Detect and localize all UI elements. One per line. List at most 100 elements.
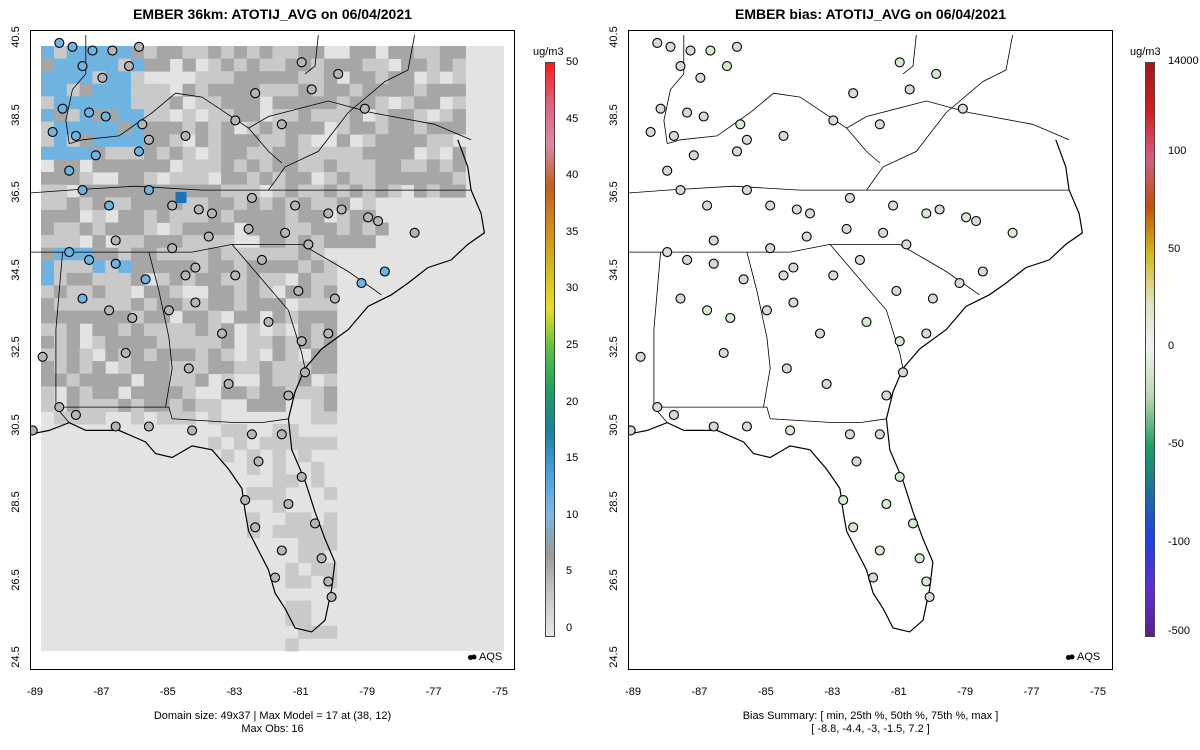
- model-grid-cell: [414, 159, 428, 173]
- model-grid-cell: [221, 298, 235, 312]
- aqs-site-marker: [143, 134, 154, 145]
- model-grid-cell: [79, 386, 93, 400]
- model-grid-cell: [92, 83, 106, 97]
- model-grid-cell: [221, 184, 235, 198]
- aqs-site-marker: [143, 421, 154, 432]
- model-grid-cell: [426, 46, 441, 59]
- bias-site-marker: [725, 312, 736, 324]
- state-boundary: [148, 252, 173, 408]
- model-grid-cell: [259, 436, 273, 450]
- model-grid-cell: [118, 260, 132, 274]
- model-grid-cell: [362, 46, 376, 59]
- model-grid-cell: [53, 58, 68, 72]
- model-grid-cell: [208, 310, 222, 324]
- left-aqs-legend: AQS: [468, 651, 502, 663]
- aqs-site-marker: [87, 45, 98, 56]
- model-grid-cell: [66, 272, 80, 286]
- model-grid-cell: [285, 361, 299, 375]
- left-legend-bar: [545, 62, 555, 637]
- model-grid-cell: [41, 197, 55, 211]
- bias-site-marker: [848, 88, 859, 99]
- model-grid-cell: [285, 373, 299, 387]
- legend-tick-label: -50: [1168, 438, 1184, 450]
- model-grid-cell: [208, 197, 222, 211]
- state-boundary: [268, 69, 409, 191]
- model-grid-cell: [131, 109, 145, 122]
- right-aqs-label: AQS: [1077, 651, 1101, 663]
- model-grid-cell: [285, 600, 299, 614]
- model-grid-cell: [323, 386, 338, 400]
- model-grid-cell: [439, 121, 453, 135]
- model-grid-cell: [311, 197, 325, 211]
- model-grid-cell: [66, 285, 80, 299]
- model-grid-cell: [362, 172, 376, 185]
- bias-site-marker: [735, 119, 746, 130]
- model-grid-cell: [259, 146, 273, 160]
- model-grid-cell: [323, 159, 338, 173]
- legend-tick-label: 0: [566, 622, 573, 634]
- y-tick-label: 36.5: [608, 181, 620, 203]
- right-aqs-legend: AQS: [1066, 651, 1100, 663]
- model-grid-cell: [143, 46, 158, 59]
- model-grid-cell: [79, 272, 93, 286]
- model-grid-cell: [105, 222, 119, 236]
- model-grid-cell: [92, 197, 106, 211]
- model-grid-cell: [169, 348, 183, 362]
- model-grid-cell: [414, 172, 428, 185]
- model-grid-cell: [79, 361, 93, 375]
- model-grid-cell: [401, 71, 415, 85]
- model-grid-cell: [298, 197, 312, 211]
- model-grid-cell: [349, 146, 363, 160]
- left-map-svg: [31, 35, 504, 660]
- model-grid-cell: [336, 96, 351, 110]
- model-grid-cell: [118, 335, 132, 349]
- model-grid-cell: [246, 209, 261, 223]
- model-max-cell: [175, 192, 187, 204]
- state-boundary: [65, 35, 87, 144]
- aqs-site-marker: [77, 61, 88, 72]
- right-footer-line1: Bias Summary: [ min, 25th %, 50th %, 75t…: [742, 710, 999, 722]
- left-footer-line2: Max Obs: 16: [241, 723, 304, 735]
- model-grid-cell: [426, 159, 441, 173]
- model-grid-cell: [53, 209, 68, 223]
- model-grid-cell: [195, 272, 209, 286]
- model-grid-cell: [221, 46, 235, 59]
- aqs-site-marker: [110, 235, 121, 246]
- model-grid-cell: [298, 449, 312, 463]
- aqs-site-marker: [276, 429, 287, 440]
- bias-site-marker: [828, 270, 839, 281]
- bias-site-marker: [741, 185, 752, 196]
- state-boundary: [1005, 35, 1013, 71]
- model-grid-cell: [118, 209, 132, 223]
- bias-site-marker: [705, 45, 716, 56]
- model-grid-cell: [375, 109, 389, 122]
- model-grid-cell: [66, 298, 80, 312]
- model-grid-cell: [349, 172, 363, 185]
- model-grid-cell: [131, 335, 145, 349]
- model-grid-cell: [156, 83, 171, 97]
- model-grid-cell: [272, 335, 286, 349]
- aqs-site-marker: [296, 471, 307, 482]
- model-grid-cell: [233, 58, 248, 72]
- aqs-site-marker: [299, 367, 311, 378]
- model-grid-cell: [105, 285, 119, 299]
- model-grid-cell: [143, 83, 158, 97]
- model-grid-cell: [105, 134, 119, 148]
- aqs-site-marker: [180, 130, 191, 141]
- model-grid-cell: [169, 260, 183, 274]
- aqs-site-marker: [167, 200, 178, 211]
- model-grid-cell: [323, 398, 338, 412]
- model-grid-cell: [221, 71, 235, 85]
- model-grid-cell: [156, 121, 171, 135]
- model-grid-cell: [118, 134, 132, 148]
- model-grid-cell: [53, 348, 68, 362]
- model-grid-cell: [79, 146, 93, 160]
- model-grid-cell: [285, 575, 299, 589]
- model-grid-cell: [311, 235, 325, 249]
- state-boundary: [175, 92, 472, 141]
- bias-site-marker: [954, 278, 965, 289]
- model-grid-cell: [401, 121, 415, 135]
- model-grid-cell: [272, 184, 286, 198]
- model-grid-cell: [156, 209, 171, 223]
- model-grid-cell: [66, 361, 80, 375]
